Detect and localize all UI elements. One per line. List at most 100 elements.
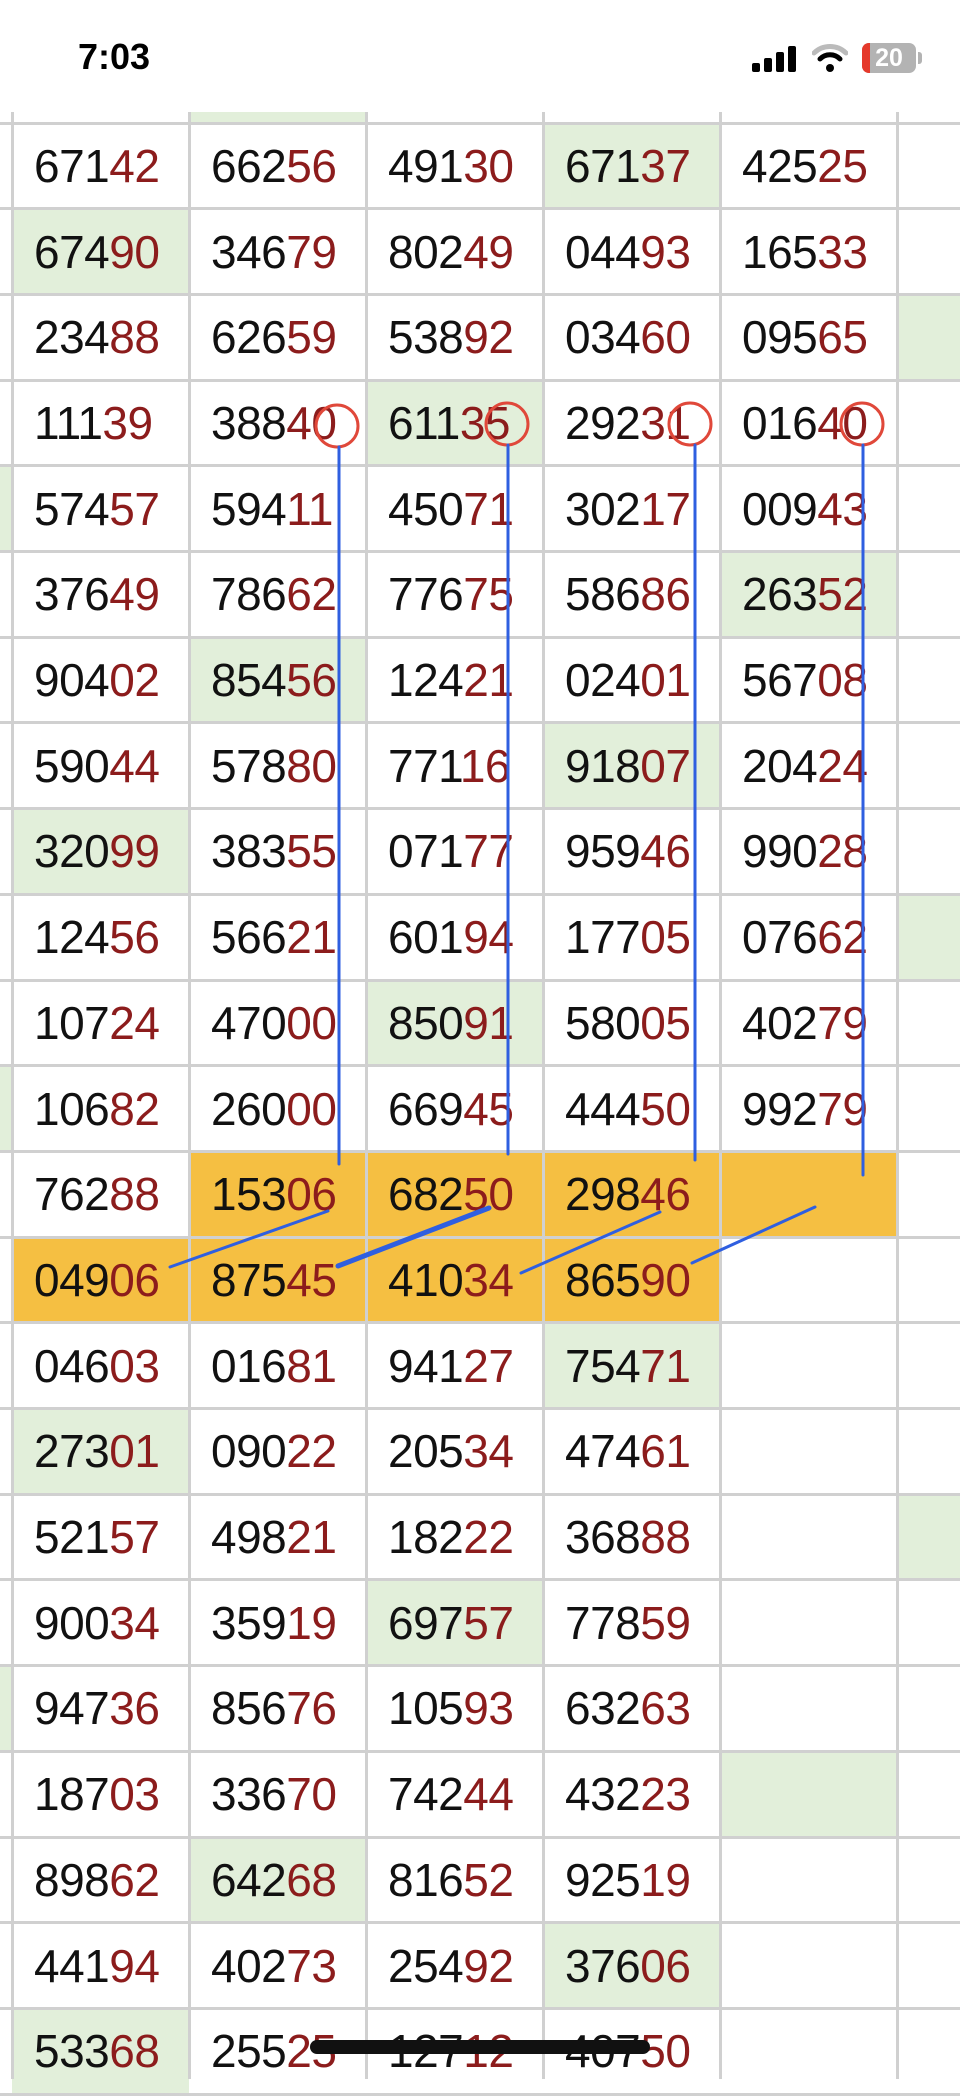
table-cell[interactable]: 43223 [543,1751,720,1837]
table-cell[interactable]: 58005 [543,980,720,1066]
table-cell[interactable]: 85456 [189,637,366,723]
table-cell[interactable] [720,1665,897,1752]
table-cell[interactable]: 85091 [366,980,543,1066]
table-cell[interactable]: 62659 [189,294,366,381]
table-cell[interactable]: 32099 [12,808,189,895]
table-cell[interactable]: 47461 [543,1408,720,1495]
table-cell[interactable]: 40279 [720,980,897,1066]
table-cell[interactable]: 26000 [189,1065,366,1152]
table-cell[interactable]: 20424 [720,722,897,809]
table-cell[interactable]: 44450 [543,1065,720,1152]
table-cell[interactable]: 29846 [543,1151,720,1238]
table-cell[interactable]: 67137 [543,123,720,209]
table-cell[interactable]: 69757 [366,1579,543,1666]
table-cell[interactable]: 36888 [543,1494,720,1580]
table-cell[interactable]: 89862 [12,1837,189,1923]
table-cell[interactable]: 76288 [12,1151,189,1238]
table-cell[interactable]: 64268 [189,1837,366,1923]
table-cell[interactable]: 10724 [12,980,189,1066]
table-cell[interactable]: 18703 [12,1751,189,1837]
table-cell[interactable] [720,1751,897,1837]
table-cell[interactable]: 38355 [189,808,366,895]
table-cell[interactable] [720,1922,897,2009]
table-cell[interactable]: 37649 [12,551,189,638]
table-cell[interactable]: 80249 [366,208,543,295]
table-cell[interactable]: 01640 [720,380,897,466]
table-cell[interactable]: 44194 [12,1922,189,2009]
table-cell[interactable]: 67490 [12,208,189,295]
table-cell[interactable] [720,1322,897,1409]
table-cell[interactable] [720,1151,897,1238]
table-cell[interactable]: 47000 [189,980,366,1066]
table-cell[interactable]: 17705 [543,894,720,980]
table-cell[interactable]: 77675 [366,551,543,638]
table-cell[interactable]: 60194 [366,894,543,980]
table-cell[interactable]: 09022 [189,1408,366,1495]
table-cell[interactable]: 59044 [12,722,189,809]
table-cell[interactable]: 25492 [366,1922,543,2009]
table-cell[interactable]: 95946 [543,808,720,895]
table-cell[interactable]: 86590 [543,1237,720,1323]
table-cell[interactable]: 77116 [366,722,543,809]
table-cell[interactable]: 74244 [366,1751,543,1837]
table-cell[interactable]: 04906 [12,1237,189,1323]
table-cell[interactable]: 18222 [366,1494,543,1580]
table-cell[interactable]: 77859 [543,1579,720,1666]
table-cell[interactable]: 15306 [189,1151,366,1238]
table-cell[interactable]: 45071 [366,465,543,552]
table-cell[interactable]: 29231 [543,380,720,466]
table-cell[interactable]: 30217 [543,465,720,552]
table-cell[interactable]: 10682 [12,1065,189,1152]
table-cell[interactable]: 11139 [12,380,189,466]
table-cell[interactable]: 49821 [189,1494,366,1580]
table-cell[interactable]: 23488 [12,294,189,381]
table-cell[interactable]: 26352 [720,551,897,638]
table-cell[interactable]: 40273 [189,1922,366,2009]
table-cell[interactable]: 27301 [12,1408,189,1495]
table-cell[interactable]: 49130 [366,123,543,209]
table-cell[interactable]: 87545 [189,1237,366,1323]
table-cell[interactable] [720,2008,897,2095]
table-cell[interactable] [720,1237,897,1323]
table-cell[interactable]: 00943 [720,465,897,552]
table-cell[interactable]: 57457 [12,465,189,552]
table-cell[interactable]: 57880 [189,722,366,809]
table-cell[interactable]: 37606 [543,1922,720,2009]
table-cell[interactable]: 53892 [366,294,543,381]
table-cell[interactable]: 10593 [366,1665,543,1752]
table-cell[interactable]: 67142 [12,123,189,209]
table-cell[interactable]: 01681 [189,1322,366,1409]
table-cell[interactable]: 59411 [189,465,366,552]
table-cell[interactable] [720,1837,897,1923]
table-cell[interactable]: 35919 [189,1579,366,1666]
table-cell[interactable] [720,1408,897,1495]
table-cell[interactable]: 99028 [720,808,897,895]
table-cell[interactable] [720,1494,897,1580]
table-cell[interactable]: 75471 [543,1322,720,1409]
table-cell[interactable]: 90402 [12,637,189,723]
table-cell[interactable]: 07662 [720,894,897,980]
table-cell[interactable]: 90034 [12,1579,189,1666]
table-cell[interactable]: 99279 [720,1065,897,1152]
table-cell[interactable]: 56708 [720,637,897,723]
table-cell[interactable]: 16533 [720,208,897,295]
table-cell[interactable]: 03460 [543,294,720,381]
table-cell[interactable]: 53368 [12,2008,189,2095]
table-cell[interactable]: 66256 [189,123,366,209]
table-cell[interactable]: 20534 [366,1408,543,1495]
table-cell[interactable]: 91807 [543,722,720,809]
table-cell[interactable]: 42525 [720,123,897,209]
table-cell[interactable]: 04603 [12,1322,189,1409]
table-cell[interactable]: 12456 [12,894,189,980]
table-cell[interactable]: 92519 [543,1837,720,1923]
table-cell[interactable]: 56621 [189,894,366,980]
table-cell[interactable]: 09565 [720,294,897,381]
table-cell[interactable]: 81652 [366,1837,543,1923]
home-indicator[interactable] [310,2040,650,2054]
table-cell[interactable]: 07177 [366,808,543,895]
table-cell[interactable]: 66945 [366,1065,543,1152]
table-cell[interactable]: 61135 [366,380,543,466]
table-cell[interactable]: 04493 [543,208,720,295]
table-cell[interactable]: 85676 [189,1665,366,1752]
table-cell[interactable]: 94736 [12,1665,189,1752]
